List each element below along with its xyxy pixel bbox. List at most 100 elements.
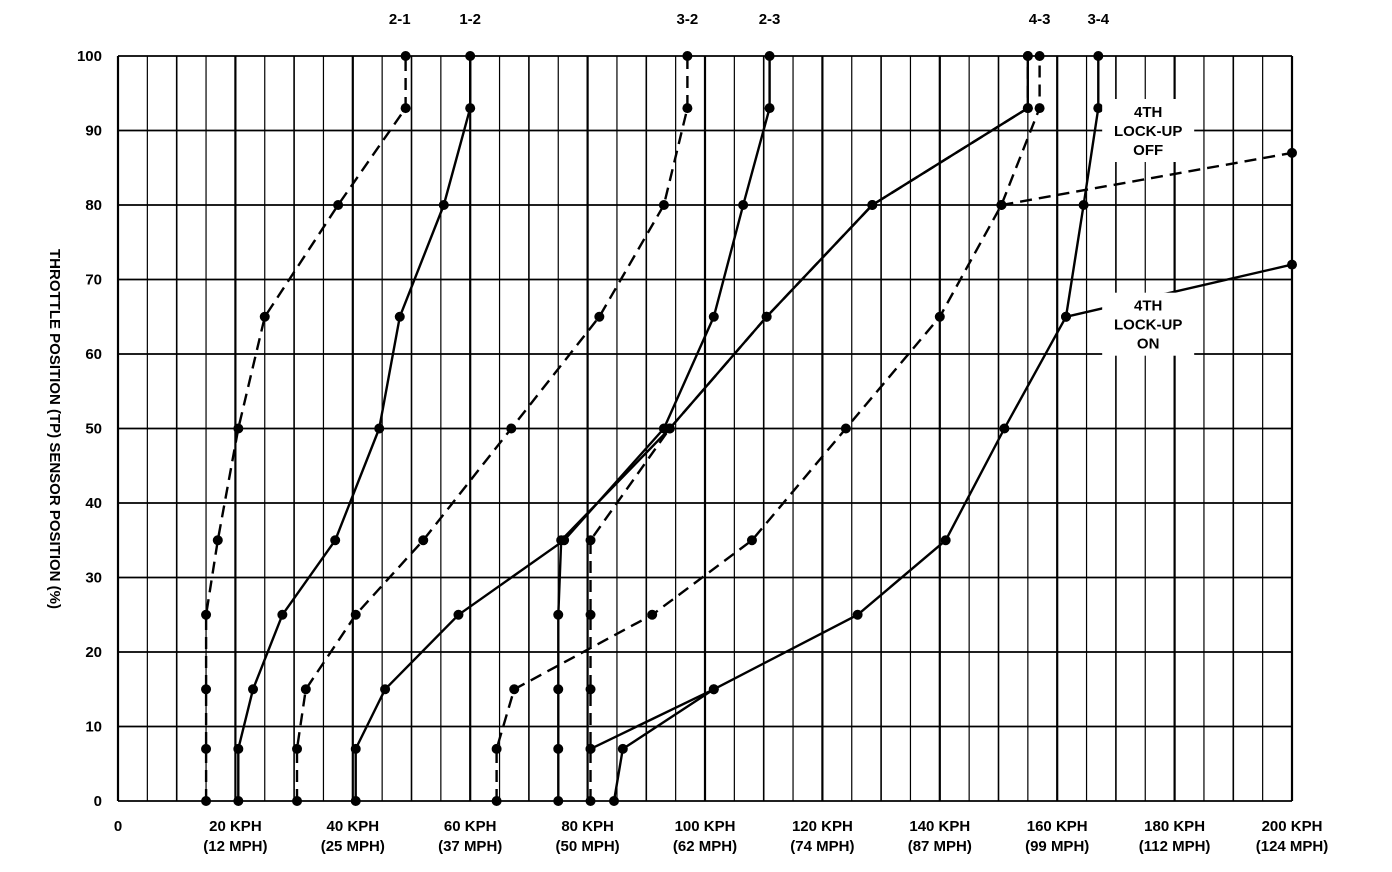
- x-tick-sublabel: (74 MPH): [790, 838, 854, 855]
- data-point: [506, 423, 517, 434]
- x-tick-label: 20 KPH: [209, 818, 262, 835]
- data-point: [350, 609, 361, 620]
- data-point: [418, 535, 429, 546]
- data-point: [999, 423, 1010, 434]
- data-point: [1022, 103, 1033, 114]
- data-point: [1034, 51, 1045, 61]
- annotation-text: ON: [1137, 336, 1160, 353]
- data-point: [682, 103, 693, 114]
- data-point: [708, 684, 719, 695]
- x-tick-label: 80 KPH: [561, 818, 614, 835]
- data-point: [259, 311, 270, 322]
- data-point: [201, 743, 212, 754]
- top-label: 4-3: [1029, 11, 1051, 28]
- y-tick-label: 60: [85, 346, 102, 363]
- data-point: [1093, 103, 1104, 114]
- x-tick-sublabel: (112 MPH): [1139, 838, 1211, 855]
- data-point: [350, 743, 361, 754]
- data-point: [934, 311, 945, 322]
- data-point: [852, 609, 863, 620]
- data-point: [1078, 200, 1089, 210]
- annotation-text: OFF: [1133, 142, 1163, 159]
- x-tick-sublabel: (87 MPH): [908, 838, 972, 855]
- x-tick-label: 120 KPH: [792, 818, 853, 835]
- data-point: [553, 609, 564, 620]
- data-point: [330, 535, 341, 546]
- series-markers: [201, 51, 1297, 806]
- data-point: [553, 796, 564, 806]
- x-tick-sublabel: (62 MPH): [673, 838, 737, 855]
- annotations: 4TH LOCK-UP OFF 4TH LOCK-UP ON: [1102, 99, 1195, 356]
- data-point: [840, 423, 851, 434]
- x-tick-label: 160 KPH: [1027, 818, 1088, 835]
- data-point: [201, 609, 212, 620]
- x-tick-sublabel: (50 MPH): [556, 838, 620, 855]
- x-tick-sublabel: (25 MPH): [321, 838, 385, 855]
- annotation-text: 4TH: [1134, 104, 1162, 121]
- annotation-box: [1102, 292, 1195, 356]
- x-tick-label: 60 KPH: [444, 818, 497, 835]
- data-point: [553, 684, 564, 695]
- data-point: [1061, 311, 1072, 322]
- data-point: [556, 535, 567, 546]
- y-tick-label: 80: [85, 197, 102, 214]
- series-line-3-4: [612, 56, 1100, 802]
- data-point: [996, 200, 1007, 210]
- data-point: [664, 423, 675, 434]
- data-point: [940, 535, 951, 546]
- x-tick-labels: 0 20 KPH (12 MPH) 40 KPH (25 MPH) 60 KPH (37 M…: [114, 818, 1328, 855]
- data-point: [708, 311, 719, 322]
- y-tick-label: 70: [85, 272, 102, 289]
- y-tick-label: 100: [77, 48, 102, 65]
- series-line-curve-2: [295, 56, 689, 801]
- data-point: [1034, 103, 1045, 114]
- series-line-3-2: [495, 56, 1041, 801]
- y-tick-label: 0: [94, 793, 102, 810]
- y-tick-labels: 0 10 20 30 40 50 60 70 80 90 100: [77, 48, 102, 810]
- y-axis-label: THROTTLE POSITION (TP) SENSOR POSITION (…: [46, 249, 63, 609]
- y-tick-label: 10: [85, 719, 102, 736]
- x-tick-sublabel: (12 MPH): [203, 838, 267, 855]
- series-line-1-2: [237, 56, 472, 801]
- data-point: [400, 103, 411, 114]
- annotation-text: LOCK-UP: [1114, 123, 1182, 140]
- data-point: [553, 743, 564, 754]
- series-line-2-3: [557, 56, 1030, 801]
- top-label: 2-1: [389, 11, 411, 28]
- series-line-4-3: [589, 56, 1030, 801]
- data-point: [764, 51, 775, 61]
- data-point: [764, 103, 775, 114]
- data-point: [594, 311, 605, 322]
- y-tick-label: 40: [85, 495, 102, 512]
- series-lines: [204, 56, 1293, 802]
- data-point: [248, 684, 259, 695]
- series-line-4th-lock-up-off: [1001, 151, 1293, 207]
- data-point: [761, 311, 772, 322]
- series-line-curve-8: [589, 688, 715, 750]
- data-point: [1287, 259, 1297, 270]
- data-point: [380, 684, 391, 695]
- data-point: [212, 535, 223, 546]
- data-point: [292, 796, 303, 806]
- annotation-text: 4TH: [1134, 298, 1162, 315]
- data-point: [609, 796, 620, 806]
- data-point: [682, 51, 693, 61]
- data-point: [400, 51, 411, 61]
- grid-major: [116, 55, 1294, 802]
- data-point: [491, 796, 502, 806]
- y-tick-label: 20: [85, 644, 102, 661]
- top-label: 1-2: [459, 11, 481, 28]
- data-point: [617, 743, 628, 754]
- top-label: 3-2: [677, 11, 699, 28]
- top-label: 3-4: [1087, 11, 1109, 28]
- data-point: [300, 684, 311, 695]
- y-tick-label: 90: [85, 123, 102, 140]
- data-point: [867, 200, 878, 210]
- data-point: [453, 609, 464, 620]
- top-label: 2-3: [759, 11, 781, 28]
- x-tick-label: 100 KPH: [675, 818, 736, 835]
- data-point: [374, 423, 385, 434]
- data-point: [233, 423, 244, 434]
- x-tick-sublabel: (37 MPH): [438, 838, 502, 855]
- data-point: [585, 609, 596, 620]
